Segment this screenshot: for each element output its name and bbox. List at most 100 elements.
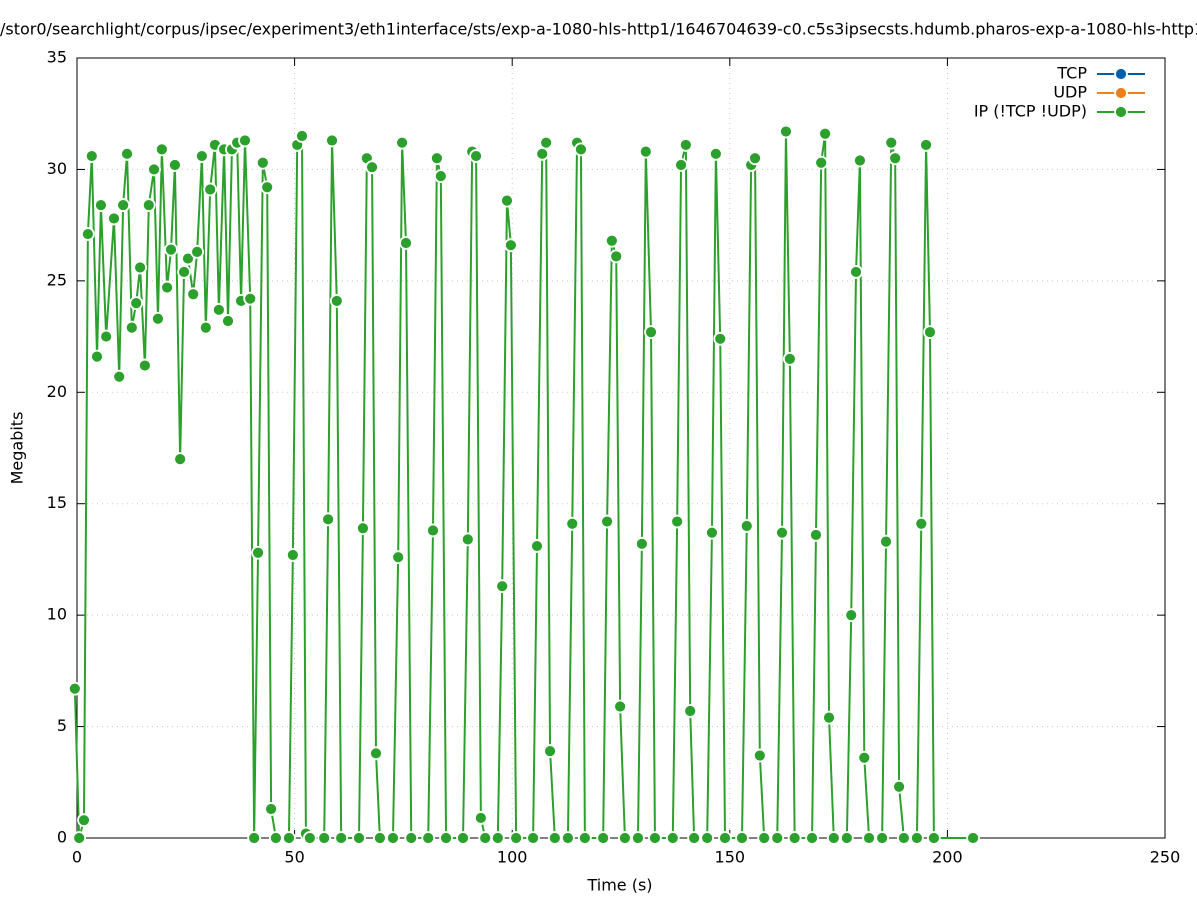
data-point	[147, 162, 161, 177]
x-tick-label: 200	[932, 848, 963, 867]
data-point	[857, 750, 872, 765]
data-point	[718, 831, 732, 845]
data-point	[295, 129, 309, 143]
data-point	[151, 311, 165, 326]
chart-title: /stor0/searchlight/corpus/ipsec/experime…	[0, 20, 1197, 39]
x-tick-label: 100	[497, 848, 528, 867]
series-line	[73, 131, 974, 839]
data-point	[255, 155, 270, 170]
data-point	[609, 249, 624, 264]
data-point	[460, 532, 475, 547]
data-point	[268, 831, 283, 845]
data-point	[164, 242, 178, 257]
data-point	[862, 831, 876, 845]
data-point	[321, 512, 336, 527]
data-point	[329, 294, 344, 308]
data-point	[839, 831, 854, 845]
data-point	[503, 238, 518, 253]
data-point	[770, 831, 785, 845]
data-point	[888, 151, 903, 166]
y-tick-label: 5	[57, 716, 67, 735]
x-tick-label: 50	[284, 848, 304, 867]
legend-swatch-marker	[1114, 67, 1128, 81]
data-point	[243, 291, 258, 306]
data-point	[879, 534, 893, 549]
data-point	[775, 525, 789, 540]
data-point	[674, 158, 688, 172]
data-point	[490, 831, 505, 845]
x-tick-label: 250	[1150, 848, 1181, 867]
data-point	[748, 151, 762, 166]
data-point	[826, 831, 841, 845]
data-point	[282, 831, 296, 845]
data-point	[896, 831, 911, 845]
data-point	[195, 149, 209, 163]
data-point	[927, 831, 941, 845]
data-point	[211, 302, 226, 317]
data-point	[251, 545, 265, 560]
data-point	[892, 779, 906, 794]
data-point	[260, 180, 275, 195]
data-point	[665, 831, 680, 845]
data-point	[456, 831, 470, 845]
data-point	[77, 813, 91, 828]
data-point	[177, 265, 191, 279]
data-point	[678, 138, 693, 152]
data-point	[914, 516, 929, 531]
y-tick-label: 30	[47, 159, 67, 178]
data-point	[526, 831, 540, 845]
data-point	[849, 265, 863, 279]
data-point	[638, 144, 653, 159]
data-point	[814, 155, 829, 170]
x-axis-label: Time (s)	[586, 876, 652, 895]
data-point	[203, 182, 218, 197]
data-point	[739, 519, 754, 533]
data-point	[285, 548, 300, 562]
data-point	[565, 516, 580, 531]
data-point	[365, 160, 379, 175]
data-point	[853, 153, 867, 168]
y-tick-label: 10	[47, 605, 67, 624]
data-point	[530, 539, 544, 553]
data-point	[391, 550, 406, 565]
legend-label: IP (!TCP !UDP)	[974, 102, 1087, 121]
data-point	[844, 608, 859, 623]
data-point	[539, 135, 554, 150]
data-point	[302, 831, 317, 845]
data-point	[352, 831, 366, 845]
data-point	[186, 287, 201, 302]
data-point	[430, 151, 444, 166]
legend-swatch-marker	[1114, 105, 1128, 119]
data-point	[644, 325, 658, 340]
data-point	[247, 831, 262, 845]
data-point	[966, 831, 980, 845]
data-point	[634, 536, 649, 551]
data-point	[69, 681, 82, 696]
y-tick-label: 25	[47, 270, 67, 289]
data-point	[190, 244, 205, 259]
data-point	[700, 831, 715, 845]
data-point	[372, 831, 387, 845]
data-point	[708, 146, 723, 161]
x-tick-label: 0	[72, 848, 82, 867]
data-point	[90, 349, 104, 364]
y-axis-label: Megabits	[8, 412, 27, 485]
data-point	[133, 260, 148, 275]
data-point	[386, 831, 400, 845]
data-point	[264, 802, 278, 816]
data-point	[757, 831, 772, 845]
x-tick-label: 150	[715, 848, 746, 867]
data-point	[72, 831, 87, 845]
data-point	[923, 325, 937, 340]
data-point	[670, 514, 685, 529]
data-point	[875, 831, 890, 845]
data-point	[238, 133, 252, 148]
data-point	[910, 831, 924, 845]
y-tick-label: 35	[47, 48, 67, 67]
data-point	[919, 138, 933, 152]
data-point	[356, 521, 370, 536]
data-point	[805, 831, 819, 845]
data-point	[433, 169, 448, 184]
data-point	[325, 133, 339, 148]
data-point	[561, 831, 575, 845]
